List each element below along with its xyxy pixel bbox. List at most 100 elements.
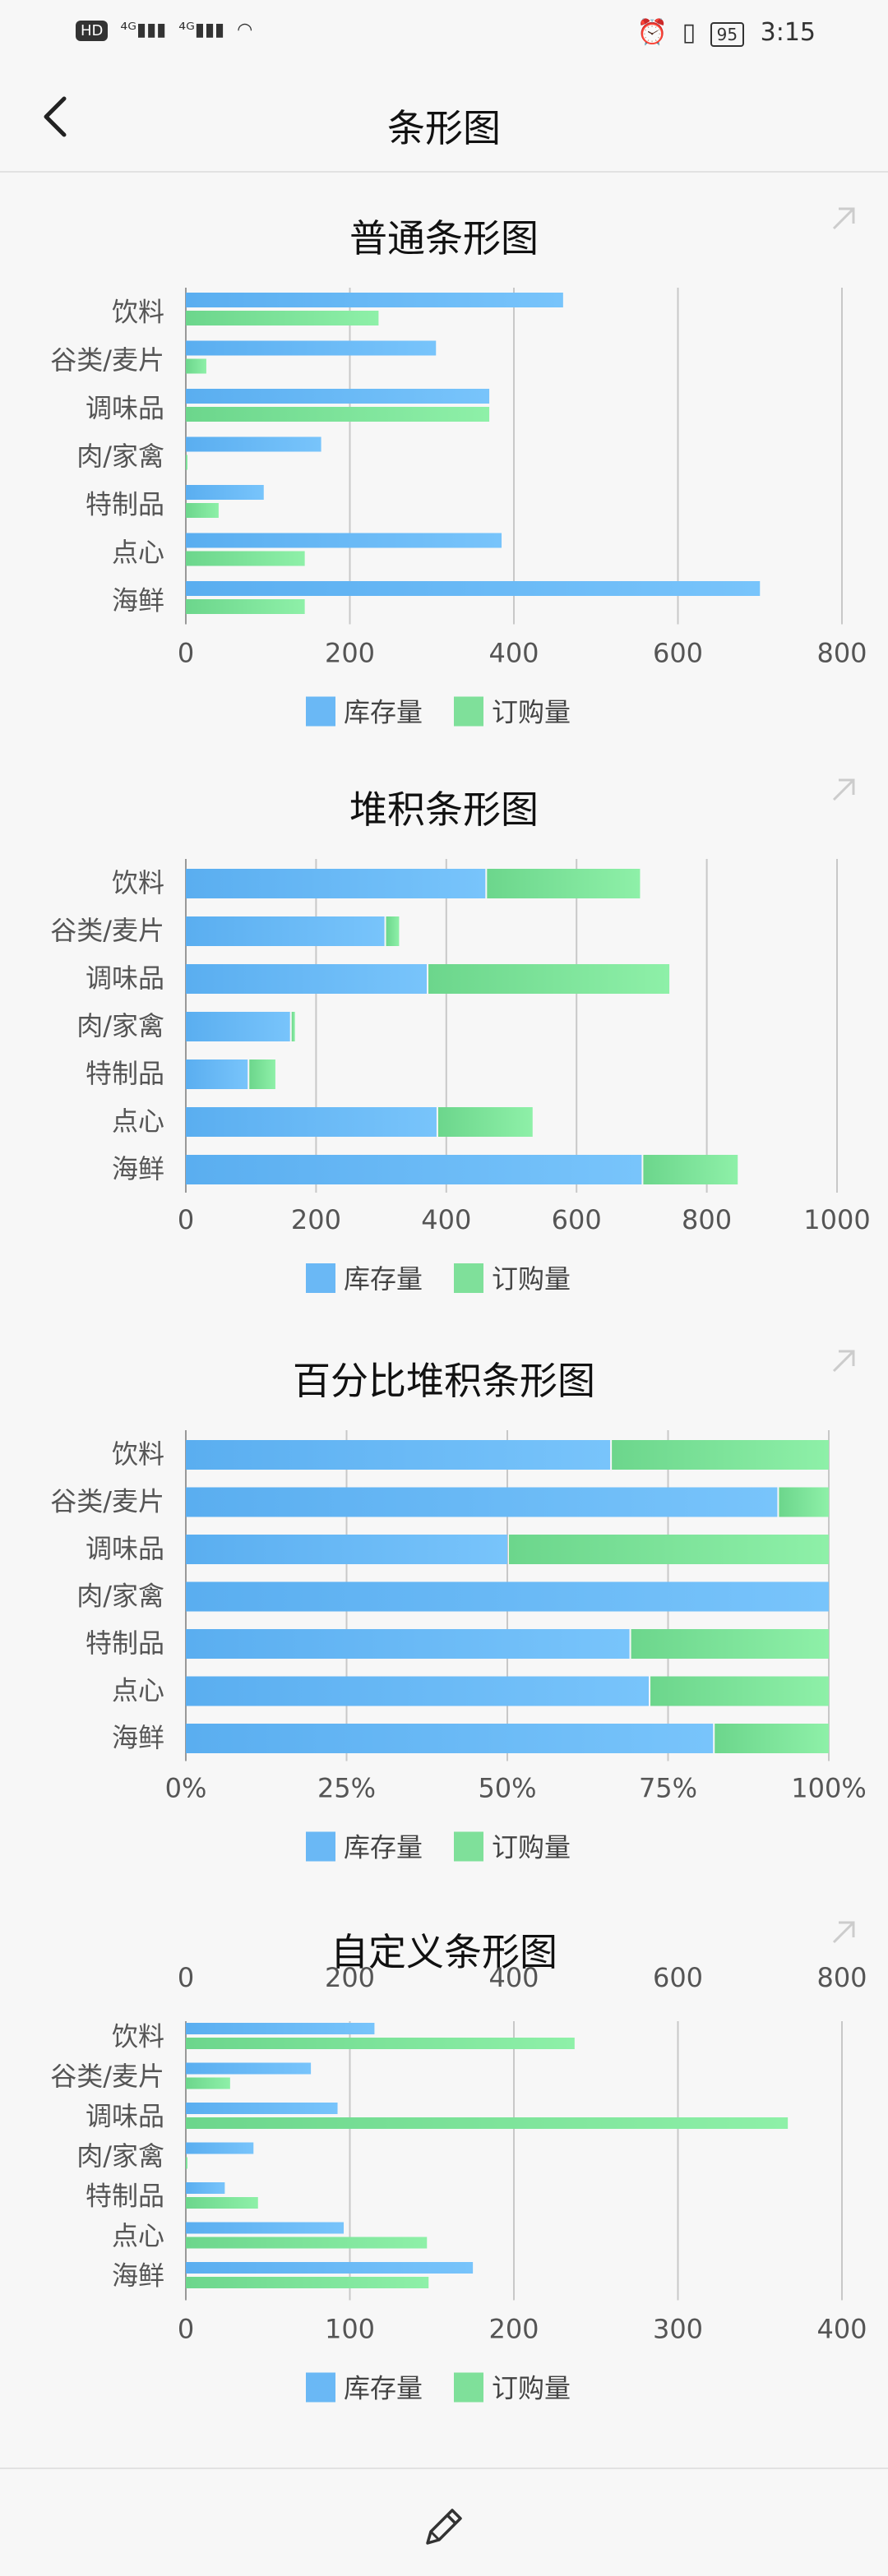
category-label: 谷类/麦片: [50, 1485, 164, 1517]
bar-order: [437, 1107, 533, 1137]
bar-order: [428, 964, 670, 994]
category-label: 海鲜: [112, 2260, 164, 2291]
legend-swatch-order: [454, 696, 483, 727]
category-label: 点心: [112, 1674, 164, 1706]
expand-icon[interactable]: [827, 1916, 860, 1949]
tick-label: 400: [488, 638, 539, 669]
tick-label: 200: [488, 2314, 539, 2345]
bar-stock: [186, 2023, 375, 2034]
tick-label: 800: [816, 638, 867, 669]
category-label: 肉/家禽: [76, 441, 164, 472]
bar-stock: [186, 2222, 345, 2234]
bar-order: [650, 1676, 829, 1706]
category-label: 点心: [112, 2220, 164, 2251]
category-label: 海鲜: [112, 1722, 164, 1753]
status-time: 3:15: [760, 18, 816, 47]
expand-icon[interactable]: [827, 1345, 860, 1378]
tick-label: 50%: [478, 1773, 536, 1804]
bar-stock: [186, 389, 490, 404]
category-label: 肉/家禽: [76, 2140, 164, 2172]
category-label: 调味品: [86, 392, 164, 423]
legend-swatch-order: [454, 1831, 483, 1862]
bar-order: [186, 551, 305, 566]
bar-stock: [186, 1629, 630, 1659]
tick-label: 600: [653, 638, 703, 669]
page-title: 条形图: [387, 106, 501, 150]
back-arrow-icon[interactable]: [33, 92, 82, 141]
signal-indicators: HD ⁴ᴳ▮▮▮ ⁴ᴳ▮▮▮ ◠: [76, 20, 259, 41]
bar-stock: [186, 1440, 611, 1470]
signal-icon: ⁴ᴳ▮▮▮: [120, 20, 167, 40]
bar-order: [715, 1724, 829, 1753]
tick-label: 600: [552, 1204, 602, 1235]
bar-stock: [186, 2262, 474, 2274]
legend-swatch-stock: [306, 1831, 335, 1862]
bar-stock: [186, 1107, 437, 1137]
category-label: 谷类/麦片: [50, 915, 164, 946]
category-label: 谷类/麦片: [50, 2061, 164, 2092]
bar-order: [186, 2237, 428, 2249]
status-right: ⏰ ▯ 95 3:15: [637, 18, 816, 47]
bar-stock: [186, 1535, 507, 1564]
bar-stock: [186, 2103, 338, 2114]
category-label: 特制品: [86, 488, 164, 519]
bottom-bar: [0, 2468, 888, 2576]
category-label: 特制品: [86, 1058, 164, 1089]
tick-label: 100: [325, 2314, 375, 2345]
bar-order: [186, 2157, 187, 2169]
category-label: 肉/家禽: [76, 1010, 164, 1041]
expand-icon[interactable]: [827, 773, 860, 806]
bar-order: [186, 2077, 230, 2089]
legend-label-stock: 库存量: [344, 1832, 423, 1863]
category-label: 饮料: [112, 867, 164, 898]
tick-label: 0: [178, 1204, 194, 1235]
app-bar: 条形图: [0, 69, 888, 173]
category-label: 调味品: [86, 1533, 164, 1564]
bar-stock: [186, 2062, 312, 2075]
legend-label-order: 订购量: [492, 1832, 571, 1863]
tick-label: 0: [178, 1962, 194, 1993]
category-label: 海鲜: [112, 584, 164, 616]
tick-label: 800: [682, 1204, 732, 1235]
legend-swatch-stock: [306, 2372, 335, 2403]
chart-title: 百分比堆积条形图: [293, 1359, 595, 1403]
bar-stock: [186, 869, 486, 898]
category-label: 饮料: [112, 2020, 164, 2052]
battery-icon: 95: [710, 22, 745, 47]
legend-swatch-stock: [306, 696, 335, 727]
category-label: 调味品: [86, 963, 164, 994]
bar-stock: [186, 916, 385, 946]
bar-order: [186, 2197, 258, 2209]
tick-label: 200: [291, 1204, 341, 1235]
legend-swatch-stock: [306, 1263, 335, 1293]
bar-order: [643, 1155, 738, 1184]
bar-stock: [186, 485, 264, 500]
bar-stock: [186, 1012, 290, 1041]
bar-order: [186, 2277, 429, 2288]
bar-stock: [186, 1724, 714, 1753]
edit-pencil-icon[interactable]: [416, 2502, 469, 2555]
bar-order: [186, 503, 219, 518]
alarm-icon: ⏰: [636, 18, 668, 47]
chart-card-custom: 自定义条形图 0 200 400 600 800 饮料 谷类/麦片 调味品 肉/家禽 特制品 点心海…: [0, 1903, 888, 2466]
tick-label: 400: [488, 1962, 539, 1993]
bar-order: [186, 311, 379, 325]
chart-title: 普通条形图: [349, 216, 539, 261]
tick-label: 75%: [639, 1773, 697, 1804]
tick-label: 100%: [791, 1773, 866, 1804]
bar-stock: [186, 1581, 829, 1612]
expand-icon[interactable]: [827, 202, 860, 235]
tick-label: 800: [816, 1962, 867, 1993]
legend-label-order: 订购量: [492, 2373, 571, 2404]
bar-stock: [186, 340, 437, 356]
bar-order: [612, 1440, 829, 1470]
bar-order: [487, 869, 641, 898]
category-label: 饮料: [112, 296, 164, 327]
bar-stock: [186, 1059, 248, 1089]
bar-order: [291, 1012, 295, 1041]
bar-stock: [186, 581, 761, 596]
category-label: 特制品: [86, 1627, 164, 1659]
bar-stock: [186, 2142, 254, 2154]
